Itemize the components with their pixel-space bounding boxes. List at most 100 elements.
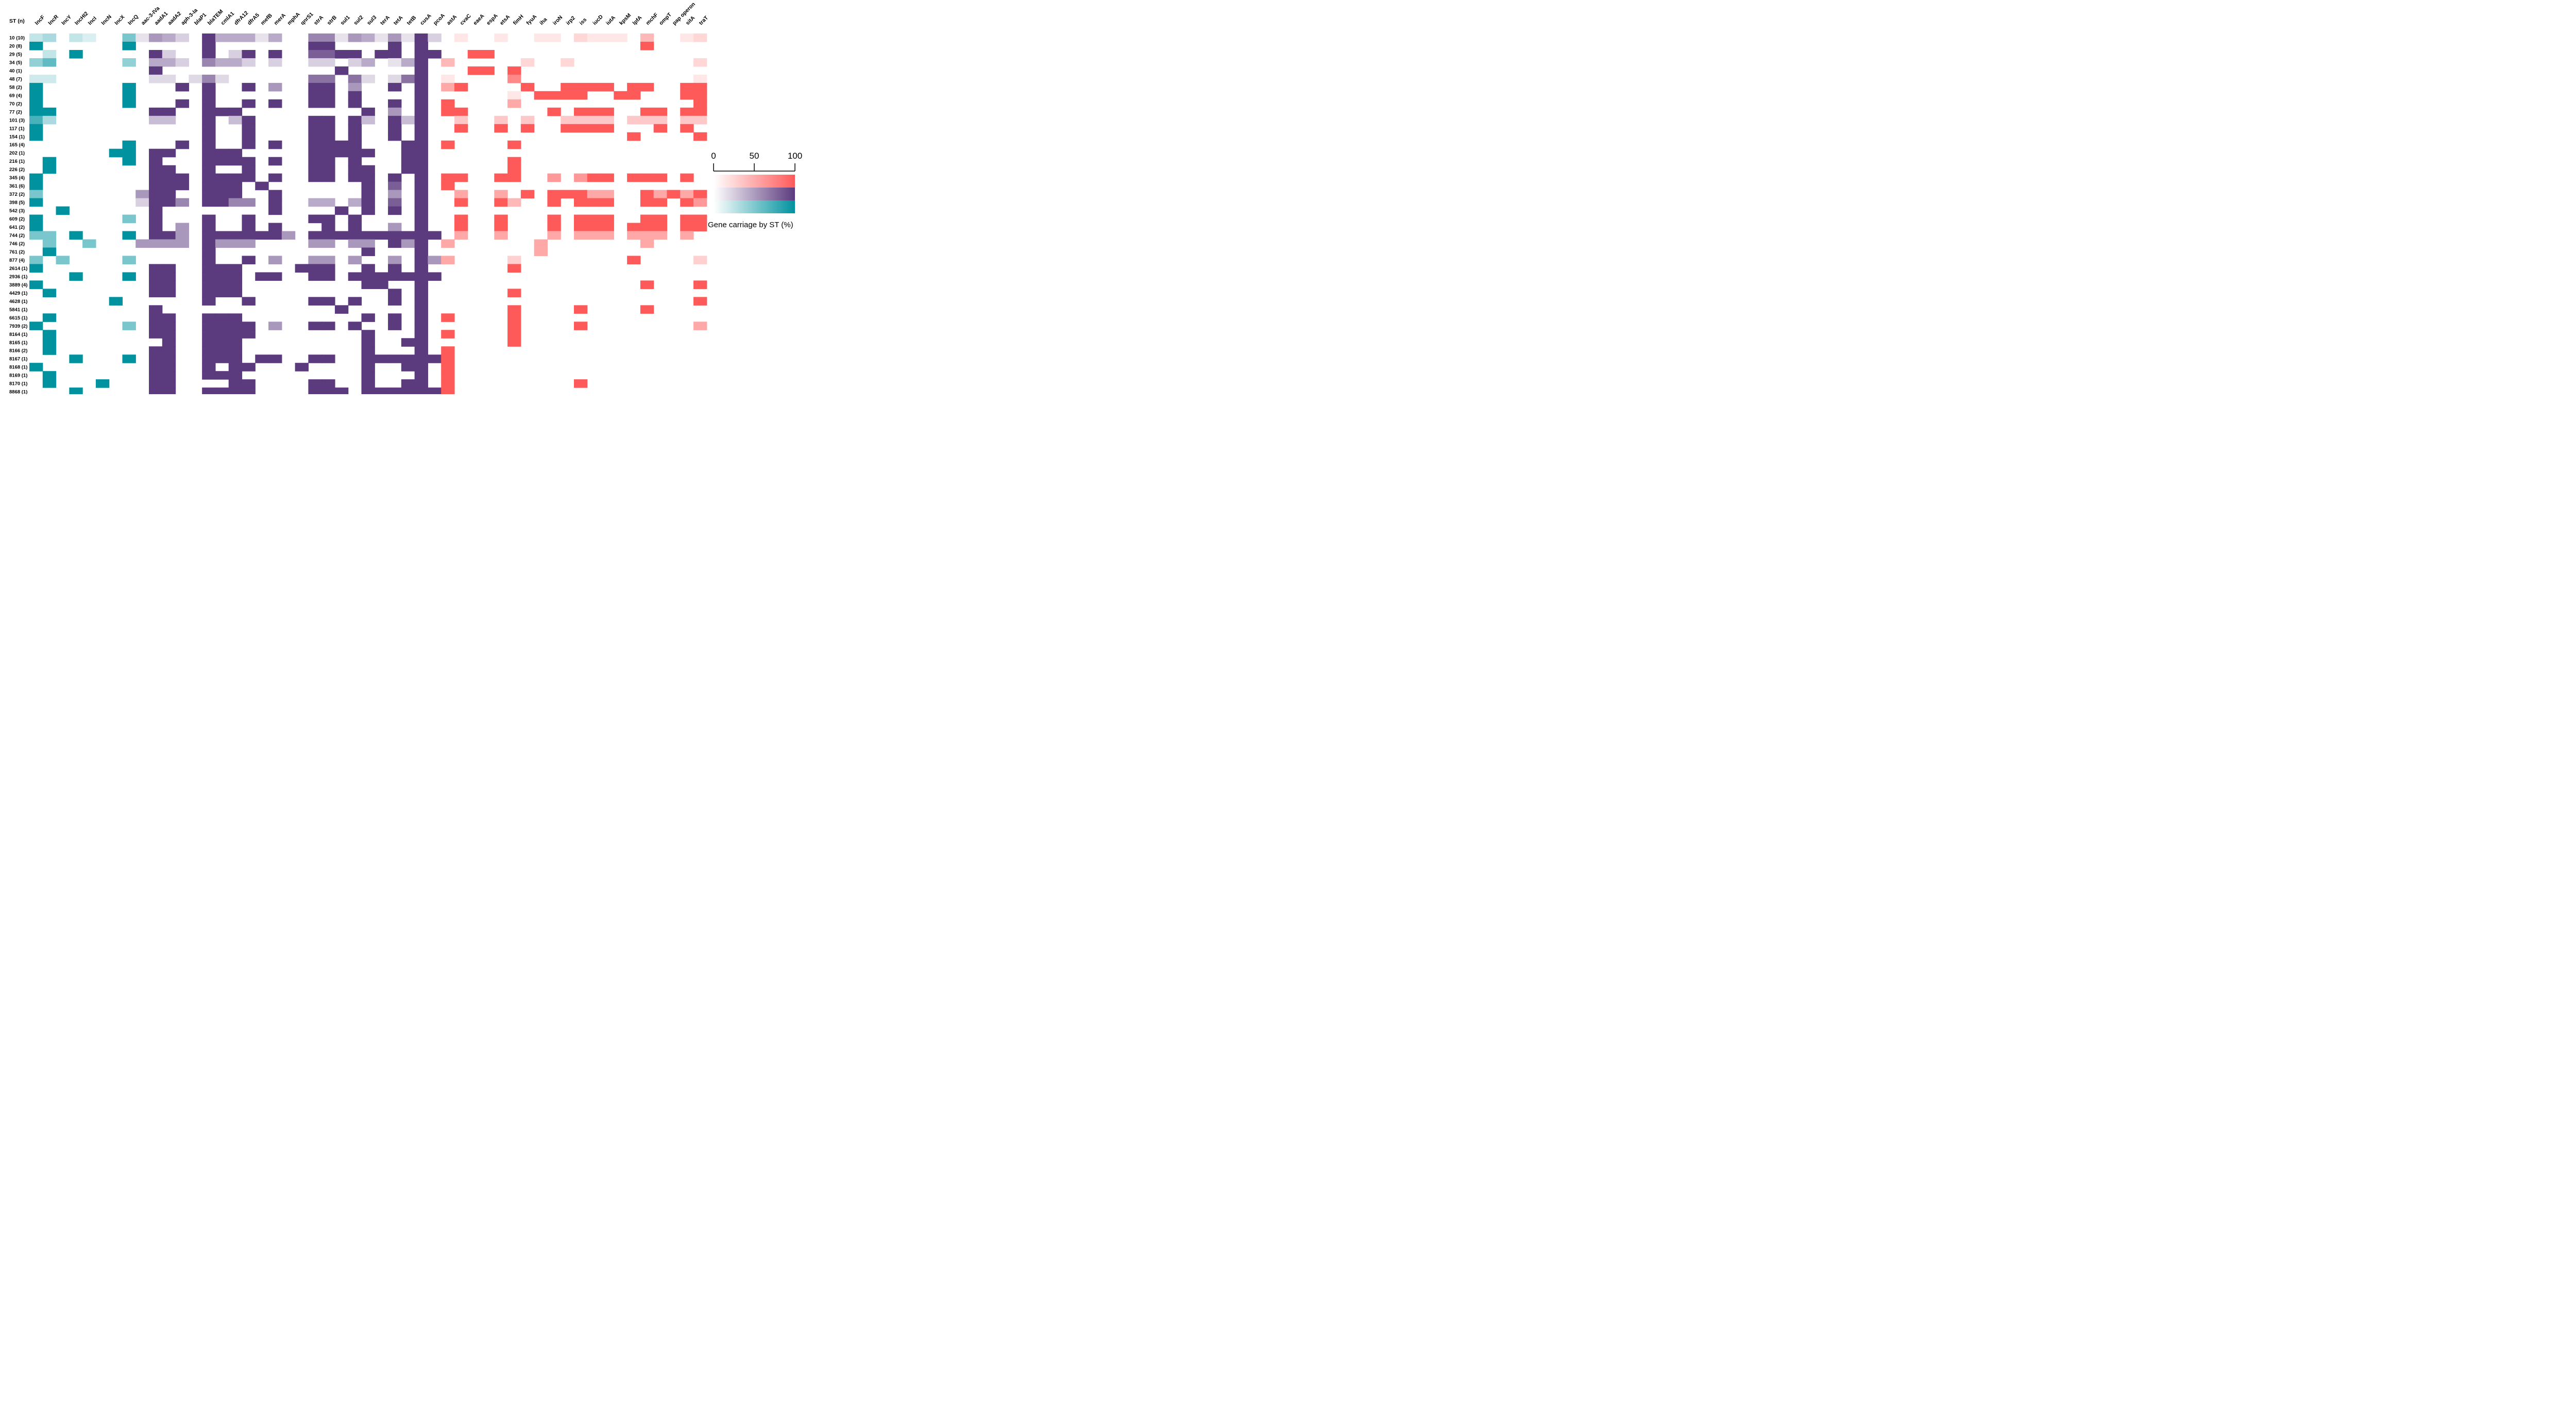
heatmap-cell xyxy=(401,157,415,166)
heatmap-cell xyxy=(401,74,415,83)
heatmap-cell xyxy=(122,99,136,108)
heatmap-cell xyxy=(361,190,375,199)
heatmap-cell xyxy=(202,181,216,191)
legend-tick-label: 100 xyxy=(788,151,802,161)
heatmap-cells xyxy=(29,33,707,394)
column-label: traT xyxy=(698,14,710,26)
heatmap-cell xyxy=(29,91,43,100)
heatmap-cell xyxy=(242,165,256,174)
heatmap-cell xyxy=(268,322,282,330)
heatmap-cell xyxy=(149,363,163,371)
heatmap-cell xyxy=(388,33,402,42)
heatmap-cell xyxy=(228,173,243,182)
heatmap-cell xyxy=(42,165,57,174)
heatmap-cell xyxy=(680,124,694,133)
heatmap-cell xyxy=(520,82,535,92)
heatmap-cell xyxy=(653,173,668,182)
heatmap-cell xyxy=(29,74,43,83)
heatmap-cell xyxy=(680,107,694,116)
heatmap-cell xyxy=(162,33,176,42)
heatmap-cell xyxy=(202,124,216,133)
row-label: 398 (5) xyxy=(9,200,25,206)
heatmap-cell xyxy=(334,66,349,75)
heatmap-cell xyxy=(414,289,428,297)
heatmap-cell xyxy=(428,49,442,59)
heatmap-cell xyxy=(520,124,535,133)
heatmap-cell xyxy=(308,165,322,174)
column-label: fimH xyxy=(512,13,525,26)
heatmap-cell xyxy=(334,140,349,149)
heatmap-cell xyxy=(202,74,216,83)
row-label: 8868 (1) xyxy=(9,390,27,394)
heatmap-cell xyxy=(242,239,256,248)
heatmap-cell xyxy=(42,157,57,166)
heatmap-cell xyxy=(82,239,96,248)
heatmap-cell xyxy=(507,305,521,314)
heatmap-cell xyxy=(308,132,322,141)
heatmap-cell xyxy=(29,99,43,108)
heatmap-cell xyxy=(441,313,455,322)
heatmap-cell xyxy=(321,379,335,388)
heatmap-cell xyxy=(361,363,375,371)
heatmap-cell xyxy=(82,33,96,42)
heatmap-cell xyxy=(414,157,428,166)
heatmap-cell xyxy=(454,198,468,207)
heatmap-cell xyxy=(401,387,415,394)
heatmap-cell xyxy=(375,49,388,59)
heatmap-cell xyxy=(29,322,43,330)
heatmap-cell xyxy=(215,387,229,394)
heatmap-cell xyxy=(295,264,309,273)
heatmap-cell xyxy=(202,322,216,330)
heatmap-cell xyxy=(693,214,707,224)
column-label: iutA xyxy=(605,14,617,26)
heatmap-cell xyxy=(122,41,136,50)
heatmap-cell xyxy=(693,107,707,116)
heatmap-cell xyxy=(348,82,362,92)
heatmap-cell xyxy=(162,115,176,125)
heatmap-cell xyxy=(162,280,176,289)
heatmap-cell xyxy=(162,165,176,174)
heatmap-cell xyxy=(308,214,322,224)
heatmap-cell xyxy=(547,173,561,182)
heatmap-cell xyxy=(680,190,694,199)
heatmap-cell xyxy=(202,338,216,347)
heatmap-cell xyxy=(334,387,349,394)
heatmap-cell xyxy=(321,165,335,174)
heatmap-cell xyxy=(149,206,163,215)
heatmap-cell xyxy=(202,190,216,199)
heatmap-cell xyxy=(135,198,149,207)
heatmap-cell xyxy=(388,124,402,133)
heatmap-cell xyxy=(42,379,57,388)
heatmap-cell xyxy=(547,107,561,116)
heatmap-cell xyxy=(135,33,149,42)
heatmap-cell xyxy=(348,173,362,182)
row-label: 154 (1) xyxy=(9,134,25,140)
heatmap-cell xyxy=(69,33,83,42)
heatmap-cell xyxy=(308,148,322,158)
heatmap-cell xyxy=(401,165,415,174)
heatmap-cell xyxy=(149,322,163,330)
heatmap-cell xyxy=(149,223,163,232)
heatmap-cell xyxy=(162,354,176,363)
row-label: 58 (2) xyxy=(9,85,22,90)
heatmap-cell xyxy=(640,239,654,248)
heatmap-cell xyxy=(29,214,43,224)
heatmap-cell xyxy=(308,124,322,133)
heatmap-cell xyxy=(693,82,707,92)
heatmap-cell xyxy=(268,354,282,363)
heatmap-cell xyxy=(308,272,322,281)
heatmap-cell xyxy=(42,313,57,322)
heatmap-cell xyxy=(122,140,136,149)
heatmap-cell xyxy=(162,107,176,116)
heatmap-cell xyxy=(228,272,243,281)
heatmap-cell xyxy=(29,115,43,125)
heatmap-cell xyxy=(441,99,455,108)
heatmap-cell xyxy=(441,173,455,182)
heatmap-cell xyxy=(414,247,428,257)
heatmap-cell xyxy=(348,33,362,42)
heatmap-cell xyxy=(308,173,322,182)
heatmap-cell xyxy=(242,379,256,388)
heatmap-cell xyxy=(494,198,508,207)
heatmap-cell xyxy=(573,214,588,224)
heatmap-cell xyxy=(388,231,402,240)
